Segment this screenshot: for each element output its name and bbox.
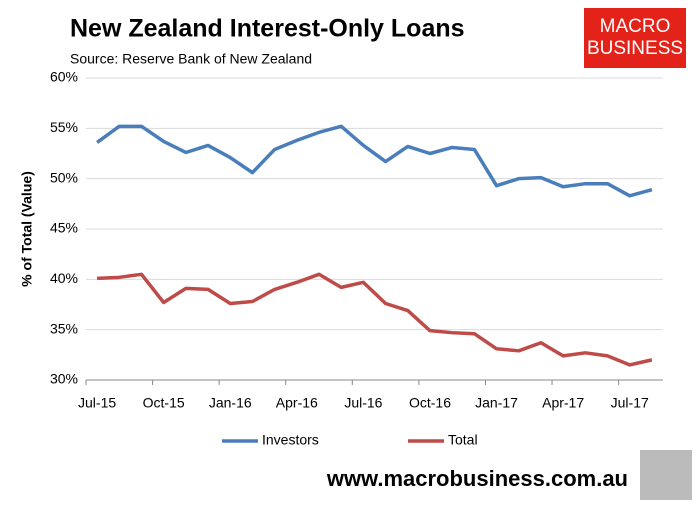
x-tick-label: Oct-16: [409, 395, 451, 411]
logo-text: BUSINESS: [587, 38, 683, 59]
y-tick-label: 60%: [50, 69, 78, 85]
chart-subtitle: Source: Reserve Bank of New Zealand: [70, 51, 312, 67]
x-tick-label: Jul-15: [78, 395, 116, 411]
y-tick-label: 50%: [50, 169, 78, 185]
y-tick-label: 35%: [50, 320, 78, 336]
legend-label: Total: [448, 432, 478, 448]
y-axis-label: % of Total (Value): [19, 171, 35, 287]
y-tick-label: 45%: [50, 220, 78, 236]
logo-box: [584, 8, 686, 68]
y-tick-label: 40%: [50, 270, 78, 286]
wolf-icon: [640, 450, 692, 500]
x-tick-label: Apr-17: [542, 395, 584, 411]
x-tick-label: Jan-17: [475, 395, 518, 411]
y-tick-label: 30%: [50, 371, 78, 387]
line-series: [96, 124, 653, 198]
x-tick-label: Jul-16: [344, 395, 382, 411]
line-series: [97, 272, 653, 367]
legend-label: Investors: [262, 432, 319, 448]
website: www.macrobusiness.com.au: [326, 466, 628, 491]
x-tick-label: Jul-17: [611, 395, 649, 411]
x-tick-label: Apr-16: [276, 395, 318, 411]
x-tick-label: Oct-15: [143, 395, 185, 411]
x-tick-label: Jan-16: [209, 395, 252, 411]
logo-text: MACRO: [600, 16, 671, 37]
chart-title: New Zealand Interest-Only Loans: [70, 15, 465, 43]
y-tick-label: 55%: [50, 119, 78, 135]
